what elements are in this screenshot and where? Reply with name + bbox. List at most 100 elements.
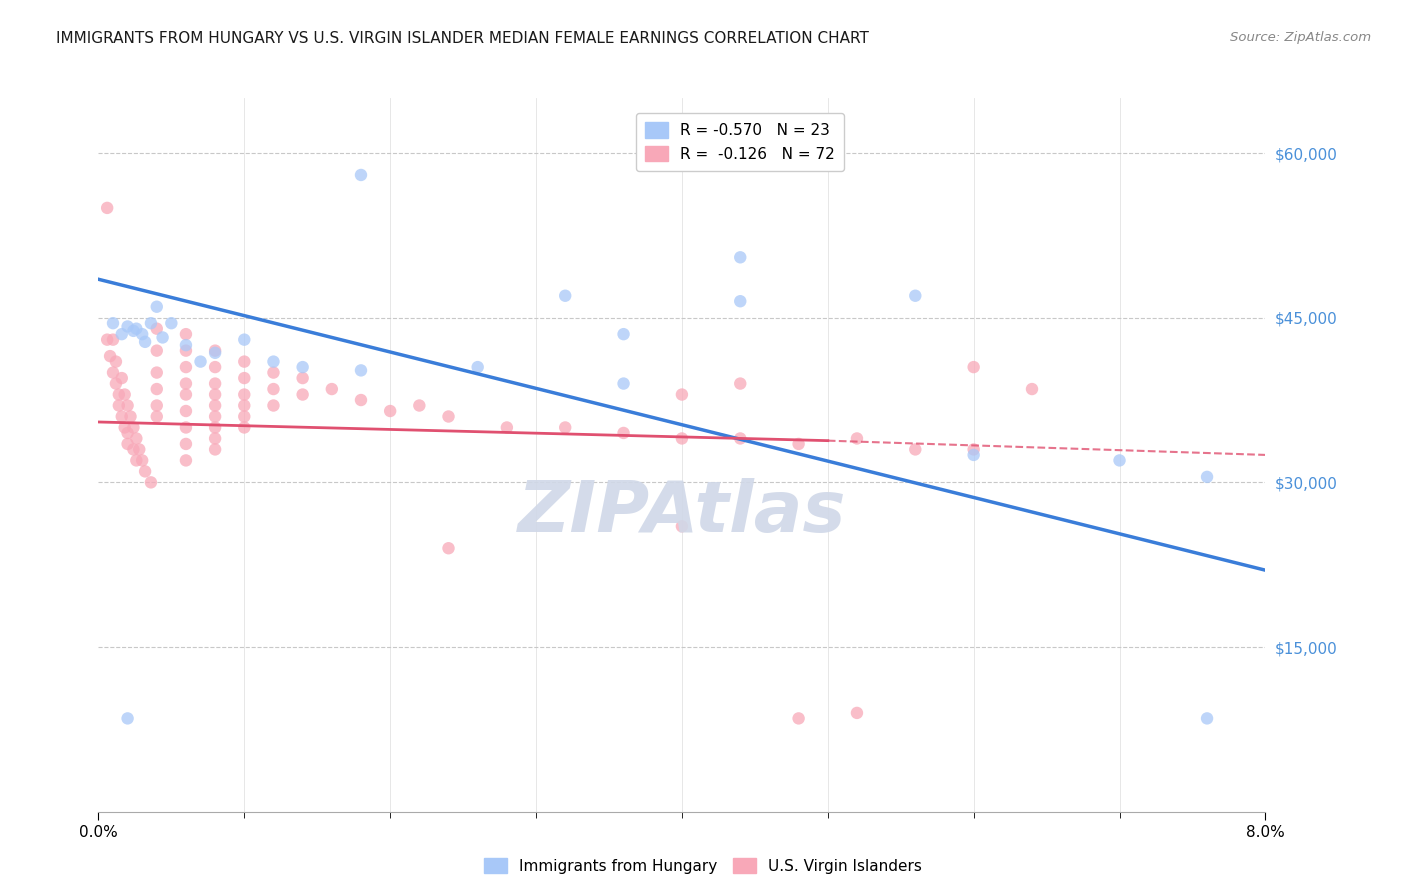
Point — [120, 409, 142, 424]
Point — [125, 453, 148, 467]
Point — [204, 399, 226, 413]
Point — [728, 432, 751, 446]
Point — [152, 330, 174, 344]
Point — [114, 387, 136, 401]
Point — [350, 363, 373, 377]
Point — [114, 420, 136, 434]
Point — [350, 168, 373, 182]
Point — [160, 316, 183, 330]
Point — [496, 420, 519, 434]
Point — [204, 409, 226, 424]
Point — [671, 387, 693, 401]
Point — [467, 360, 489, 375]
Point — [787, 711, 810, 725]
Point — [98, 349, 121, 363]
Point — [321, 382, 343, 396]
Point — [233, 399, 256, 413]
Point — [262, 354, 284, 368]
Point — [378, 404, 402, 418]
Point — [174, 453, 197, 467]
Text: ZIPAtlas: ZIPAtlas — [517, 477, 846, 547]
Point — [111, 371, 134, 385]
Point — [1108, 453, 1130, 467]
Point — [554, 420, 576, 434]
Point — [204, 387, 226, 401]
Point — [125, 432, 148, 446]
Point — [233, 354, 256, 368]
Point — [122, 442, 145, 457]
Point — [262, 382, 284, 396]
Point — [612, 376, 634, 391]
Point — [437, 541, 460, 556]
Point — [612, 425, 634, 440]
Point — [146, 300, 169, 314]
Point — [146, 399, 169, 413]
Point — [101, 316, 124, 330]
Point — [671, 432, 693, 446]
Point — [174, 338, 197, 352]
Point — [174, 327, 197, 342]
Point — [233, 420, 256, 434]
Point — [787, 437, 810, 451]
Point — [104, 354, 127, 368]
Point — [174, 343, 197, 358]
Point — [233, 371, 256, 385]
Point — [233, 387, 256, 401]
Point — [962, 360, 984, 375]
Point — [204, 376, 226, 391]
Point — [408, 399, 430, 413]
Point — [204, 432, 226, 446]
Point — [174, 376, 197, 391]
Point — [204, 420, 226, 434]
Point — [174, 387, 197, 401]
Point — [612, 327, 634, 342]
Point — [117, 319, 139, 334]
Point — [262, 366, 284, 380]
Point — [146, 382, 169, 396]
Point — [204, 360, 226, 375]
Point — [962, 448, 984, 462]
Point — [117, 437, 139, 451]
Point — [101, 333, 124, 347]
Point — [204, 343, 226, 358]
Point — [846, 432, 869, 446]
Point — [350, 392, 373, 407]
Point — [122, 324, 145, 338]
Point — [291, 387, 314, 401]
Point — [437, 409, 460, 424]
Point — [174, 360, 197, 375]
Legend: R = -0.570   N = 23, R =  -0.126   N = 72: R = -0.570 N = 23, R = -0.126 N = 72 — [636, 113, 845, 171]
Point — [1195, 711, 1218, 725]
Point — [728, 376, 751, 391]
Point — [139, 475, 162, 490]
Point — [146, 409, 169, 424]
Point — [904, 442, 927, 457]
Point — [96, 201, 118, 215]
Point — [233, 409, 256, 424]
Point — [174, 437, 197, 451]
Point — [174, 404, 197, 418]
Text: Source: ZipAtlas.com: Source: ZipAtlas.com — [1230, 31, 1371, 45]
Text: IMMIGRANTS FROM HUNGARY VS U.S. VIRGIN ISLANDER MEDIAN FEMALE EARNINGS CORRELATI: IMMIGRANTS FROM HUNGARY VS U.S. VIRGIN I… — [56, 31, 869, 46]
Point — [139, 316, 162, 330]
Point — [1021, 382, 1043, 396]
Point — [122, 420, 145, 434]
Point — [146, 321, 169, 335]
Point — [233, 333, 256, 347]
Point — [131, 453, 153, 467]
Point — [291, 371, 314, 385]
Point — [111, 409, 134, 424]
Point — [190, 354, 212, 368]
Point — [174, 420, 197, 434]
Point — [134, 464, 156, 478]
Point — [728, 250, 751, 264]
Point — [111, 327, 134, 342]
Point — [146, 343, 169, 358]
Legend: Immigrants from Hungary, U.S. Virgin Islanders: Immigrants from Hungary, U.S. Virgin Isl… — [478, 852, 928, 880]
Point — [204, 442, 226, 457]
Point — [554, 289, 576, 303]
Point — [101, 366, 124, 380]
Point — [291, 360, 314, 375]
Point — [131, 327, 153, 342]
Point — [117, 425, 139, 440]
